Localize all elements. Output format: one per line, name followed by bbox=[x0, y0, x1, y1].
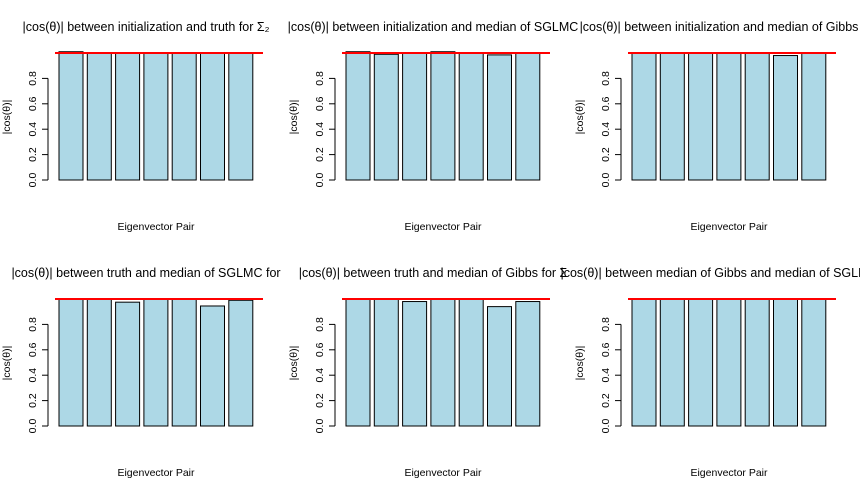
chart-title: |cos(θ)| between initialization and medi… bbox=[288, 20, 579, 34]
bar bbox=[515, 301, 541, 427]
bar bbox=[458, 52, 484, 181]
bar bbox=[345, 298, 371, 427]
bar bbox=[458, 298, 484, 427]
y-tick-label: 0.8 bbox=[27, 71, 39, 86]
bar bbox=[228, 52, 254, 181]
chart-title: |cos(θ)| between median of Gibbs and med… bbox=[560, 266, 860, 280]
bar bbox=[773, 55, 798, 181]
chart-panel: |cos(θ)| between initialization and medi… bbox=[574, 20, 858, 233]
x-axis-label: Eigenvector Pair bbox=[404, 467, 482, 479]
y-tick-label: 0.6 bbox=[314, 96, 326, 111]
y-tick-label: 0.2 bbox=[27, 147, 39, 162]
bar bbox=[58, 298, 84, 427]
x-axis-label: Eigenvector Pair bbox=[690, 467, 768, 479]
chart-panel: |cos(θ)| between initialization and trut… bbox=[1, 20, 270, 233]
bar bbox=[402, 52, 428, 181]
y-tick-label: 0.2 bbox=[600, 147, 612, 162]
y-tick-label: 0.4 bbox=[600, 368, 612, 383]
bar bbox=[228, 299, 254, 427]
y-axis-label: |cos(θ)| bbox=[1, 346, 13, 381]
y-tick-label: 0.6 bbox=[27, 342, 39, 357]
x-axis-label: Eigenvector Pair bbox=[404, 221, 482, 233]
bar bbox=[200, 305, 225, 427]
bar bbox=[487, 54, 512, 181]
bar bbox=[200, 52, 225, 181]
y-tick-label: 0.8 bbox=[600, 71, 612, 86]
bar bbox=[515, 52, 541, 181]
bar bbox=[716, 52, 742, 181]
y-tick-label: 0.8 bbox=[27, 317, 39, 332]
y-tick-label: 0.4 bbox=[314, 368, 326, 383]
bar bbox=[631, 298, 657, 427]
chart-panel: |cos(θ)| between initialization and medi… bbox=[288, 20, 579, 233]
y-axis-label: |cos(θ)| bbox=[1, 100, 13, 135]
bar bbox=[659, 52, 685, 181]
y-axis-label: |cos(θ)| bbox=[574, 100, 586, 135]
bar bbox=[402, 301, 428, 427]
bar bbox=[716, 298, 742, 427]
bar bbox=[801, 52, 827, 181]
y-tick-label: 0.8 bbox=[314, 71, 326, 86]
x-axis-label: Eigenvector Pair bbox=[117, 467, 195, 479]
y-axis-label: |cos(θ)| bbox=[288, 346, 300, 381]
bar bbox=[659, 298, 685, 427]
chart-title: |cos(θ)| between initialization and medi… bbox=[580, 20, 859, 34]
y-tick-label: 0.4 bbox=[27, 368, 39, 383]
y-tick-label: 0.8 bbox=[314, 317, 326, 332]
bar bbox=[487, 306, 512, 427]
y-tick-label: 0.6 bbox=[27, 96, 39, 111]
bar bbox=[773, 298, 798, 427]
chart-title: |cos(θ)| between truth and median of Gib… bbox=[299, 266, 568, 280]
bar bbox=[430, 51, 456, 181]
y-axis-label: |cos(θ)| bbox=[288, 100, 300, 135]
bar bbox=[143, 298, 169, 427]
chart-panel: |cos(θ)| between truth and median of SGL… bbox=[1, 266, 281, 479]
bar bbox=[688, 52, 714, 181]
y-tick-label: 0.0 bbox=[27, 419, 39, 434]
y-tick-label: 0.4 bbox=[600, 122, 612, 137]
y-tick-label: 0.2 bbox=[600, 393, 612, 408]
y-tick-label: 0.0 bbox=[314, 173, 326, 188]
y-tick-label: 0.0 bbox=[600, 419, 612, 434]
bar bbox=[430, 298, 456, 427]
y-tick-label: 0.0 bbox=[314, 419, 326, 434]
y-axis-label: |cos(θ)| bbox=[574, 346, 586, 381]
bar bbox=[688, 298, 714, 427]
y-tick-label: 0.2 bbox=[27, 393, 39, 408]
y-tick-label: 0.6 bbox=[600, 342, 612, 357]
bar bbox=[801, 298, 827, 427]
chart-title: |cos(θ)| between initialization and trut… bbox=[23, 20, 270, 34]
bar bbox=[115, 52, 141, 181]
chart-title: |cos(θ)| between truth and median of SGL… bbox=[11, 266, 280, 280]
y-tick-label: 0.2 bbox=[314, 147, 326, 162]
bar bbox=[744, 52, 770, 181]
y-tick-label: 0.4 bbox=[314, 122, 326, 137]
bar bbox=[171, 298, 197, 427]
bar bbox=[171, 52, 197, 181]
bar bbox=[86, 52, 112, 181]
bar bbox=[345, 51, 371, 181]
bar bbox=[373, 53, 399, 181]
bar bbox=[373, 298, 399, 427]
y-tick-label: 0.0 bbox=[600, 173, 612, 188]
chart-panel: |cos(θ)| between truth and median of Gib… bbox=[288, 266, 568, 479]
x-axis-label: Eigenvector Pair bbox=[117, 221, 195, 233]
bar bbox=[744, 298, 770, 427]
bar bbox=[86, 298, 112, 427]
x-axis-label: Eigenvector Pair bbox=[690, 221, 768, 233]
y-tick-label: 0.2 bbox=[314, 393, 326, 408]
y-tick-label: 0.0 bbox=[27, 173, 39, 188]
y-tick-label: 0.6 bbox=[314, 342, 326, 357]
y-tick-label: 0.8 bbox=[600, 317, 612, 332]
bar bbox=[631, 52, 657, 181]
y-tick-label: 0.6 bbox=[600, 96, 612, 111]
y-tick-label: 0.4 bbox=[27, 122, 39, 137]
bar bbox=[58, 51, 84, 181]
chart-panel: |cos(θ)| between median of Gibbs and med… bbox=[560, 266, 860, 479]
bar bbox=[115, 301, 141, 427]
bar bbox=[143, 52, 169, 181]
